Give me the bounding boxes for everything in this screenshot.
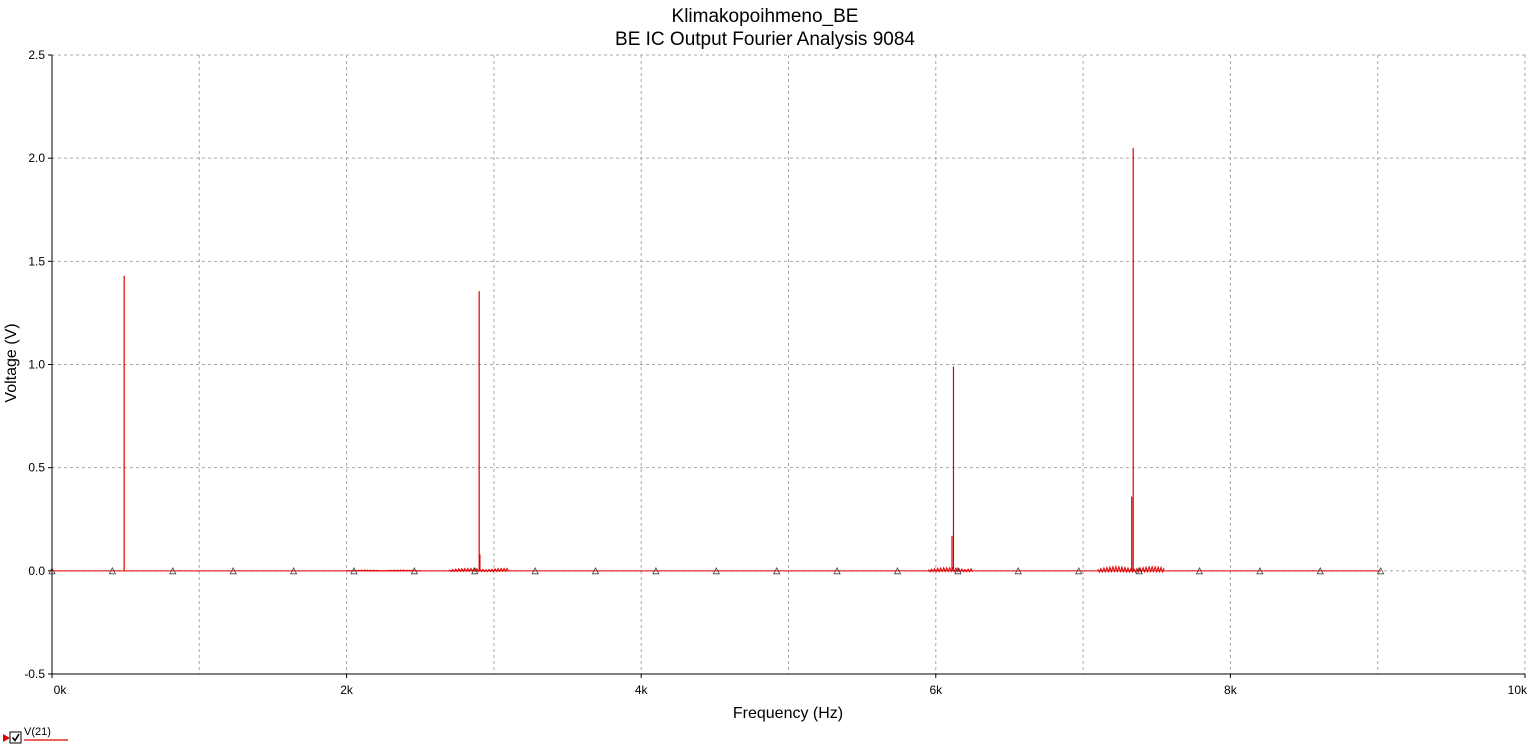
data-marker [48,566,56,575]
data-marker [1075,566,1083,575]
data-marker [350,566,358,575]
series-noise [927,566,974,573]
legend-label: V(21) [24,726,51,738]
x-tick-label: 8k [1224,683,1238,697]
data-marker [652,566,660,575]
data-marker [289,566,298,575]
x-tick-label: 10k [1508,683,1528,697]
data-marker [1256,566,1264,575]
legend-arrow-icon [3,734,10,742]
legend-checkbox[interactable] [9,731,22,744]
chart-title: Klimakopoihmeno_BE [672,6,859,27]
data-marker [471,566,479,575]
data-marker [954,566,962,575]
data-marker [1376,566,1385,575]
chart-subtitle: BE IC Output Fourier Analysis 9084 [615,29,915,50]
data-marker [833,566,841,575]
plot-area: 2.5 2.0 1.5 1.0 0.5 0.0 -0.5 0k 2k 4k 6k 8k 10k [24,48,1528,697]
data-marker [229,566,237,575]
checkmark-icon [11,733,20,742]
x-tick-label: 6k [929,683,943,697]
x-tick-label: 2k [340,683,354,697]
x-axis-title: Frequency (Hz) [733,705,843,722]
series-noise [346,569,421,572]
data-marker [410,566,419,575]
y-tick-label: 2.5 [28,48,45,62]
y-tick-label: -0.5 [24,667,45,681]
data-marker [1014,566,1022,575]
data-marker [169,566,177,575]
data-marker [1135,566,1143,575]
data-marker [591,566,600,575]
y-tick-label: 0.0 [28,564,45,578]
series-noise [1097,565,1165,574]
y-tick-label: 1.5 [28,254,45,268]
y-axis-title: Voltage (V) [3,323,20,402]
x-tick-label: 0k [54,683,68,697]
y-tick-label: 0.5 [28,461,45,475]
legend[interactable]: V(21) [3,726,68,744]
data-marker [712,566,720,575]
data-marker [893,566,902,575]
y-tick-label: 1.0 [28,358,45,372]
data-marker [773,566,781,575]
data-marker [108,566,117,575]
y-tick-label: 2.0 [28,151,45,165]
data-marker [1195,566,1204,575]
x-tick-label: 4k [635,683,649,697]
data-marker [1316,566,1324,575]
data-marker [531,566,539,575]
